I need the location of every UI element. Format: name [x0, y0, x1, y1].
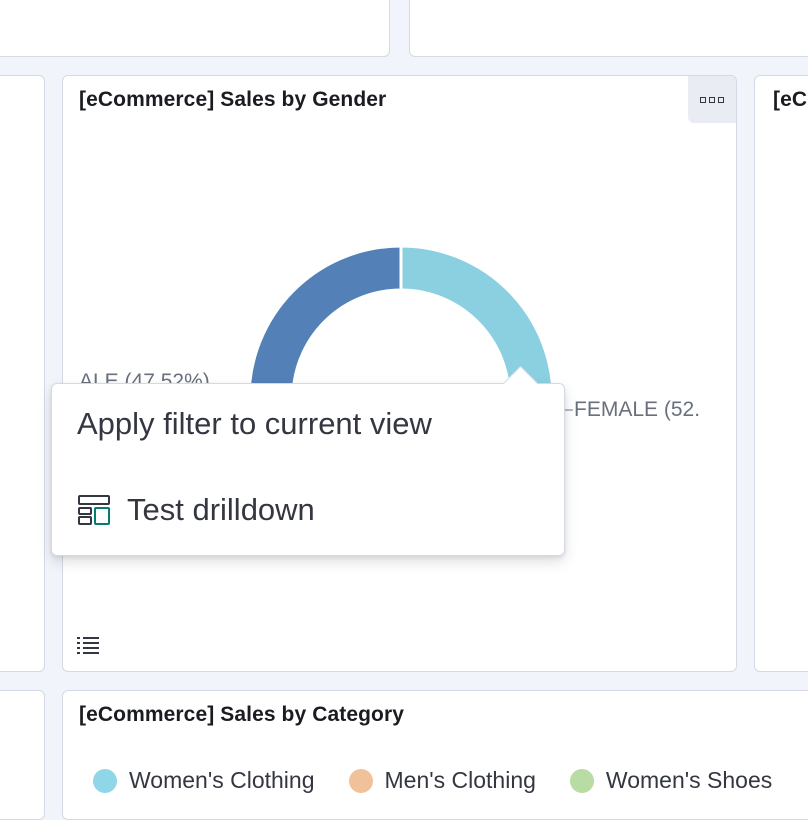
legend-swatch	[93, 768, 117, 793]
category-legend: Women's Clothing Men's Clothing Women's …	[93, 767, 806, 794]
dashboard-panel-top-left	[0, 0, 390, 57]
legend-item[interactable]: Women's Shoes	[569, 767, 773, 794]
options-dot-icon	[709, 96, 715, 103]
legend-toggle-icon[interactable]	[75, 633, 101, 659]
legend-label: Women's Shoes	[605, 767, 773, 793]
sales-by-gender-panel: [eCommerce] Sales by Gender ALE (47.52%)…	[62, 75, 737, 672]
legend-swatch	[348, 768, 373, 793]
dashboard-panel-bottom-left	[0, 690, 45, 820]
dashboard-panel-top-right	[409, 0, 808, 57]
drilldown-label: Test drilldown	[127, 492, 315, 527]
legend-item[interactable]: Women's Clothing	[93, 767, 315, 794]
panel-title: [eCommerce] Sales by Category	[79, 703, 405, 726]
dashboard-panel-left	[0, 75, 45, 672]
legend-swatch	[569, 768, 594, 793]
dashboard-panel-right: [eC	[754, 75, 808, 672]
panel-title-truncated: [eC	[773, 88, 808, 111]
dashboard-icon	[78, 495, 110, 525]
test-drilldown-menu-item[interactable]: Test drilldown	[77, 492, 315, 528]
apply-filter-menu-item[interactable]: Apply filter to current view	[77, 406, 432, 441]
options-dot-icon	[718, 96, 724, 103]
panel-options-button[interactable]	[688, 76, 736, 123]
legend-label: Men's Clothing	[384, 767, 536, 793]
panel-title: [eCommerce] Sales by Gender	[79, 88, 387, 111]
options-dot-icon	[700, 96, 706, 103]
chart-context-menu: Apply filter to current view Test drilld…	[51, 365, 565, 556]
legend-item[interactable]: Men's Clothing	[348, 767, 536, 794]
pie-label-female: FEMALE (52.	[574, 398, 701, 421]
sales-by-category-panel: [eCommerce] Sales by Category Women's Cl…	[62, 690, 808, 820]
legend-label: Women's Clothing	[129, 767, 315, 793]
